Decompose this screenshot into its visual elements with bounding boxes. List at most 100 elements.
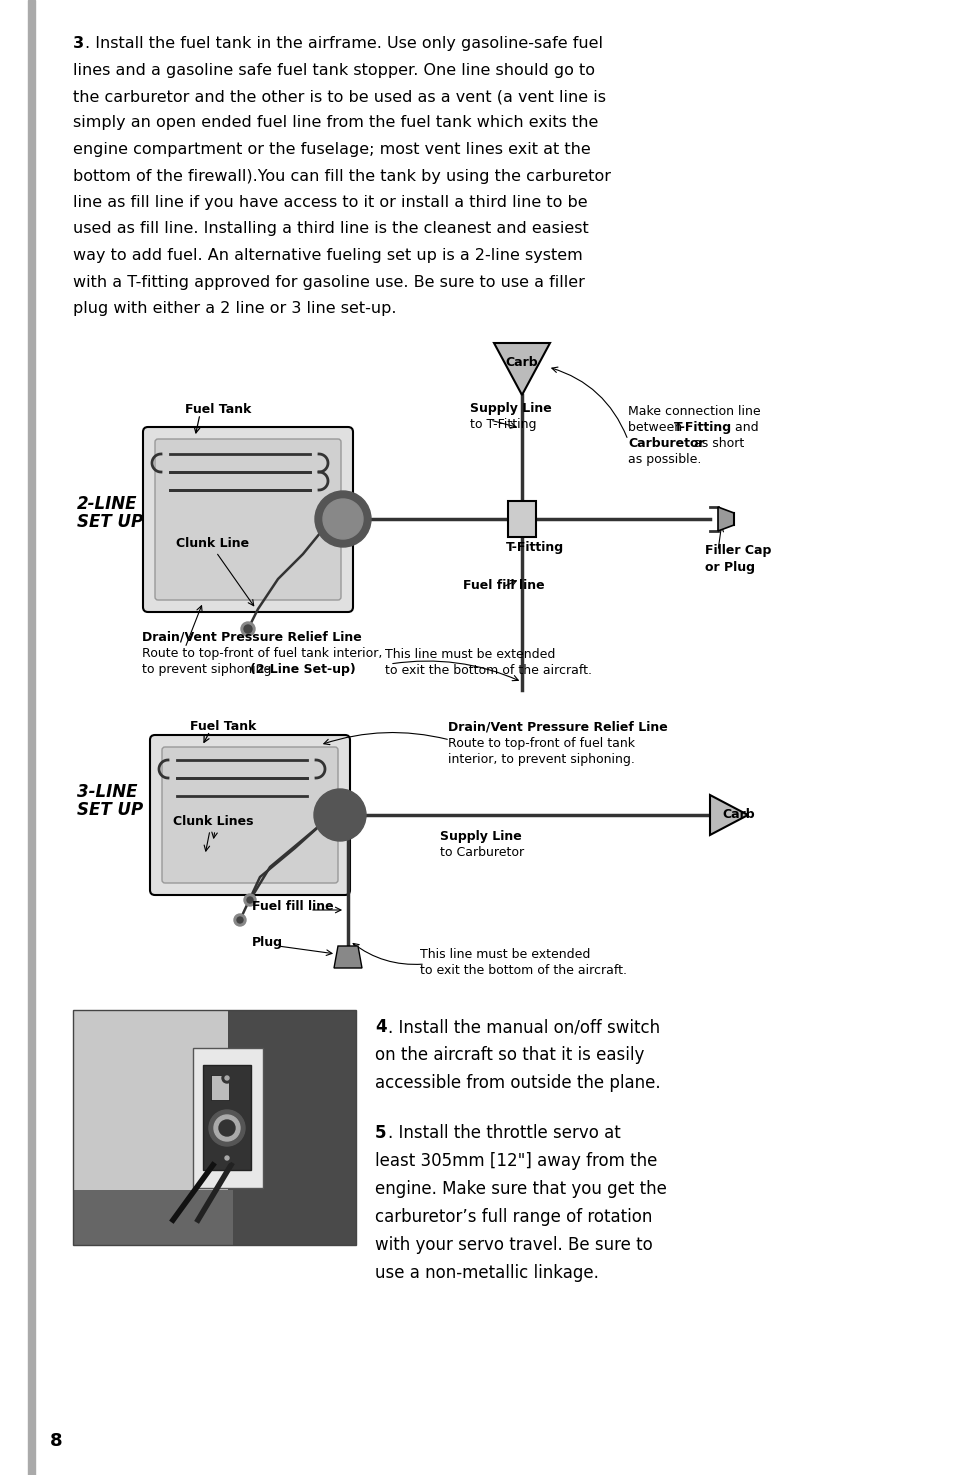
Circle shape [222, 1153, 232, 1162]
Circle shape [244, 625, 252, 633]
Text: as possible.: as possible. [627, 453, 700, 466]
Text: Carb: Carb [505, 357, 537, 370]
Text: to exit the bottom of the aircraft.: to exit the bottom of the aircraft. [419, 965, 626, 976]
Text: plug with either a 2 line or 3 line set-up.: plug with either a 2 line or 3 line set-… [73, 301, 396, 316]
Text: This line must be extended: This line must be extended [419, 948, 590, 962]
Text: Drain/Vent Pressure Relief Line: Drain/Vent Pressure Relief Line [142, 630, 361, 643]
Text: with your servo travel. Be sure to: with your servo travel. Be sure to [375, 1236, 652, 1254]
Text: Fuel Tank: Fuel Tank [185, 403, 251, 416]
Circle shape [236, 917, 243, 923]
Text: carburetor’s full range of rotation: carburetor’s full range of rotation [375, 1208, 652, 1226]
Text: and: and [730, 420, 758, 434]
Text: Filler Cap: Filler Cap [704, 544, 771, 558]
Text: Route to top-front of fuel tank interior,: Route to top-front of fuel tank interior… [142, 648, 382, 659]
Text: bottom of the firewall).You can fill the tank by using the carburetor: bottom of the firewall).You can fill the… [73, 168, 610, 183]
FancyBboxPatch shape [154, 440, 340, 600]
Text: 3: 3 [73, 35, 84, 52]
Circle shape [247, 897, 253, 903]
Bar [211, 1075, 229, 1100]
Text: as short: as short [689, 437, 743, 450]
Text: Supply Line: Supply Line [439, 830, 521, 844]
Text: interior, to prevent siphoning.: interior, to prevent siphoning. [448, 754, 634, 766]
Text: lines and a gasoline safe fuel tank stopper. One line should go to: lines and a gasoline safe fuel tank stop… [73, 62, 595, 78]
Text: 8: 8 [50, 1432, 63, 1450]
Text: . Install the throttle servo at: . Install the throttle servo at [388, 1124, 620, 1142]
Polygon shape [494, 344, 550, 395]
Text: use a non-metallic linkage.: use a non-metallic linkage. [375, 1264, 598, 1282]
Text: on the aircraft so that it is easily: on the aircraft so that it is easily [375, 1046, 643, 1063]
Text: to prevent siphoning: to prevent siphoning [142, 662, 275, 676]
Text: T-Fitting: T-Fitting [505, 541, 563, 555]
Bar [73, 1010, 355, 1245]
Text: Carburetor: Carburetor [627, 437, 704, 450]
Circle shape [233, 914, 246, 926]
Circle shape [213, 1115, 240, 1142]
Text: to exit the bottom of the aircraft.: to exit the bottom of the aircraft. [385, 664, 592, 677]
Polygon shape [718, 507, 733, 531]
Bar [28, 0, 35, 1475]
Polygon shape [334, 945, 361, 968]
Text: to Carburetor: to Carburetor [439, 847, 523, 858]
FancyBboxPatch shape [143, 426, 353, 612]
Text: 3-LINE: 3-LINE [77, 783, 137, 801]
Text: This line must be extended: This line must be extended [385, 648, 555, 661]
Circle shape [314, 491, 371, 547]
Text: Fuel fill line: Fuel fill line [252, 900, 334, 913]
Text: simply an open ended fuel line from the fuel tank which exits the: simply an open ended fuel line from the … [73, 115, 598, 130]
Text: (2-Line Set-up): (2-Line Set-up) [250, 662, 355, 676]
Text: 4: 4 [375, 1018, 386, 1035]
Bar [73, 1190, 233, 1245]
Polygon shape [709, 795, 747, 835]
Text: or Plug: or Plug [704, 560, 754, 574]
Text: to T-Fitting: to T-Fitting [470, 417, 536, 431]
Text: line as fill line if you have access to it or install a third line to be: line as fill line if you have access to … [73, 195, 587, 209]
Bar [507, 502, 536, 537]
Text: Fuel fill line: Fuel fill line [462, 580, 544, 591]
Text: Carb: Carb [721, 808, 754, 822]
Circle shape [335, 512, 350, 527]
Text: used as fill line. Installing a third line is the cleanest and easiest: used as fill line. Installing a third li… [73, 221, 588, 236]
Bar [228, 1010, 355, 1245]
Text: with a T-fitting approved for gasoline use. Be sure to use a filler: with a T-fitting approved for gasoline u… [73, 274, 584, 289]
FancyBboxPatch shape [150, 735, 350, 895]
Circle shape [320, 796, 358, 833]
Circle shape [225, 1075, 229, 1080]
Text: Make connection line: Make connection line [627, 406, 760, 417]
Text: SET UP: SET UP [77, 513, 143, 531]
FancyBboxPatch shape [162, 746, 337, 884]
Circle shape [328, 802, 352, 827]
Text: 2-LINE: 2-LINE [77, 496, 137, 513]
Text: least 305mm [12"] away from the: least 305mm [12"] away from the [375, 1152, 657, 1170]
Bar [193, 1049, 263, 1187]
Text: way to add fuel. An alternative fueling set up is a 2-line system: way to add fuel. An alternative fueling … [73, 248, 582, 263]
Text: the carburetor and the other is to be used as a vent (a vent line is: the carburetor and the other is to be us… [73, 88, 605, 105]
Circle shape [323, 499, 363, 538]
Text: Plug: Plug [252, 937, 283, 948]
Text: Fuel Tank: Fuel Tank [190, 720, 256, 733]
Bar [73, 1010, 355, 1245]
Text: Supply Line: Supply Line [470, 403, 551, 414]
Circle shape [334, 808, 346, 822]
Circle shape [219, 1120, 234, 1136]
Text: engine compartment or the fuselage; most vent lines exit at the: engine compartment or the fuselage; most… [73, 142, 590, 156]
Text: . Install the manual on/off switch: . Install the manual on/off switch [388, 1018, 659, 1035]
Circle shape [209, 1111, 245, 1146]
Circle shape [225, 1156, 229, 1159]
Bar [203, 1065, 251, 1170]
Circle shape [222, 1072, 232, 1083]
Text: Clunk Lines: Clunk Lines [172, 816, 253, 827]
Text: between: between [627, 420, 685, 434]
Text: Drain/Vent Pressure Relief Line: Drain/Vent Pressure Relief Line [448, 721, 667, 735]
Text: T-Fitting: T-Fitting [673, 420, 731, 434]
Circle shape [330, 506, 355, 532]
Circle shape [314, 789, 366, 841]
Circle shape [244, 894, 255, 906]
Text: Clunk Line: Clunk Line [175, 537, 249, 550]
Text: Route to top-front of fuel tank: Route to top-front of fuel tank [448, 738, 635, 749]
Text: SET UP: SET UP [77, 801, 143, 819]
Circle shape [241, 622, 254, 636]
Text: . Install the fuel tank in the airframe. Use only gasoline-safe fuel: . Install the fuel tank in the airframe.… [85, 35, 602, 52]
Text: accessible from outside the plane.: accessible from outside the plane. [375, 1074, 659, 1092]
Text: 5: 5 [375, 1124, 386, 1142]
Text: engine. Make sure that you get the: engine. Make sure that you get the [375, 1180, 666, 1198]
